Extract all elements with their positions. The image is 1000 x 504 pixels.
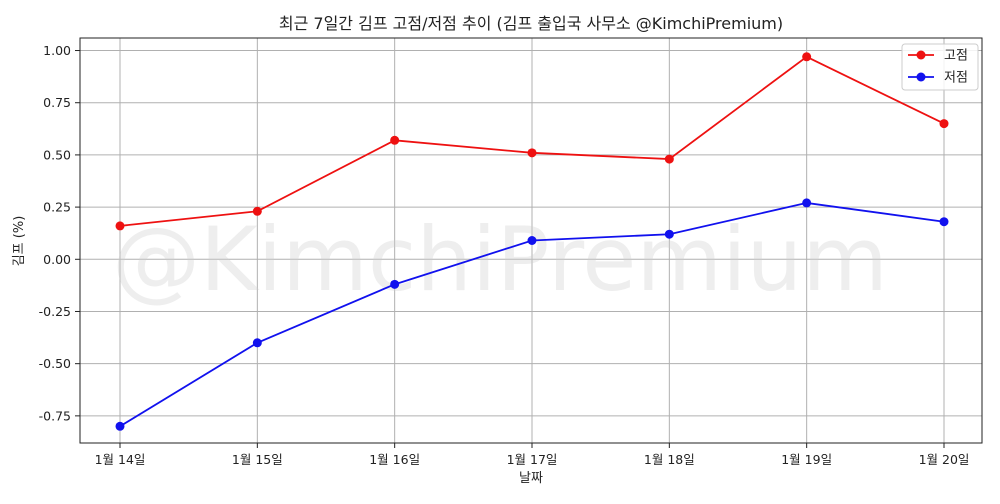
data-point bbox=[939, 217, 949, 227]
legend-item: 고점 bbox=[908, 49, 968, 64]
x-tick-label: 1월 18일 bbox=[644, 452, 695, 467]
data-point bbox=[115, 421, 125, 431]
data-point bbox=[252, 206, 262, 216]
legend-item: 저점 bbox=[908, 71, 968, 86]
y-tick-label: -0.50 bbox=[39, 356, 71, 371]
data-point bbox=[802, 52, 812, 62]
legend-marker bbox=[916, 50, 926, 60]
y-tick-label: -0.25 bbox=[39, 304, 71, 319]
y-tick-label: 0.25 bbox=[43, 200, 71, 215]
y-axis-label: 김프 (%) bbox=[12, 216, 27, 267]
data-point bbox=[664, 154, 674, 164]
data-point bbox=[252, 338, 262, 348]
x-axis-label: 날짜 bbox=[519, 471, 543, 486]
data-point bbox=[527, 236, 537, 245]
legend-marker bbox=[916, 72, 926, 82]
y-tick-label: 0.75 bbox=[43, 95, 71, 110]
watermark: @KimchiPremium bbox=[112, 208, 888, 311]
chart-title: 최근 7일간 김프 고점/저점 추이 (김프 출입국 사무소 @KimchiPr… bbox=[279, 14, 783, 33]
watermark-text: @KimchiPremium bbox=[112, 208, 888, 311]
data-point bbox=[390, 279, 400, 289]
series-2 bbox=[115, 198, 949, 431]
series-1 bbox=[115, 52, 949, 231]
y-tick-label: 0.50 bbox=[43, 147, 71, 162]
axes: 1월 14일 1월 15일 1월 16일 1월 17일 1월 18일 1월 19일 1월 2… bbox=[39, 37, 983, 467]
x-tick-label: 1월 20일 bbox=[919, 452, 970, 467]
x-tick-label: 1월 14일 bbox=[95, 452, 146, 467]
y-tick-label: 1.00 bbox=[43, 43, 71, 58]
data-point bbox=[664, 229, 674, 239]
legend-label: 저점 bbox=[944, 71, 968, 86]
plot-frame bbox=[79, 37, 983, 444]
data-point bbox=[115, 221, 125, 231]
data-point bbox=[802, 198, 812, 208]
x-tick-label: 1월 15일 bbox=[232, 452, 283, 467]
y-tick-label: 0.00 bbox=[43, 252, 71, 267]
data-point bbox=[527, 148, 537, 158]
legend-label: 고점 bbox=[944, 49, 968, 64]
x-tick-label: 1월 16일 bbox=[369, 452, 420, 467]
y-tick-label: -0.75 bbox=[39, 408, 71, 423]
data-point bbox=[390, 135, 400, 145]
data-point bbox=[939, 119, 949, 129]
series-group bbox=[115, 52, 949, 431]
x-tick-label: 1월 19일 bbox=[781, 452, 832, 467]
x-tick-label: 1월 17일 bbox=[507, 452, 558, 467]
